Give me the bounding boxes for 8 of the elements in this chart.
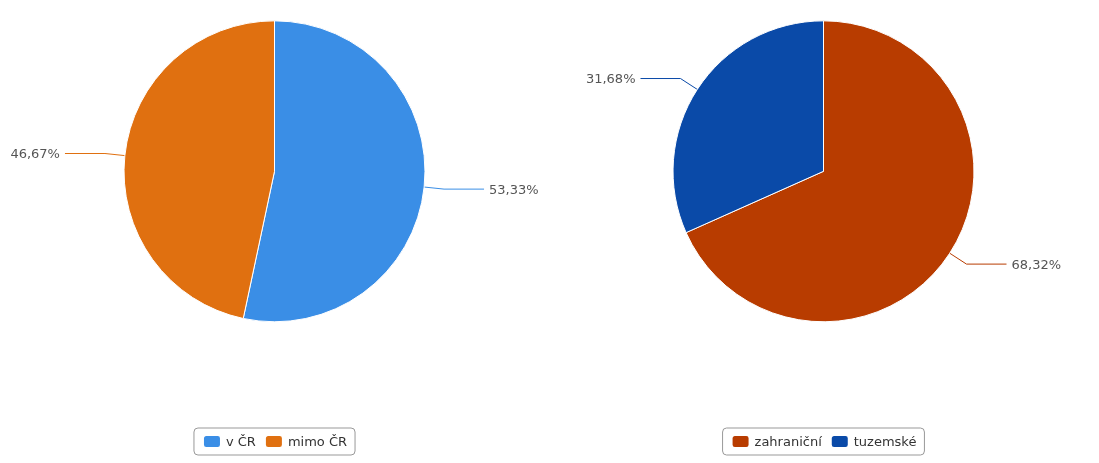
- legend-label: mimo ČR: [287, 434, 348, 449]
- legend-label: v ČR: [225, 434, 256, 449]
- data-label: 68,32%: [1011, 256, 1062, 272]
- legend-label: zahraniční: [754, 434, 823, 449]
- data-label: 46,67%: [10, 146, 60, 162]
- data-label: 53,33%: [489, 181, 539, 197]
- data-label: 31,68%: [585, 71, 636, 87]
- legend-label: tuzemské: [853, 434, 917, 449]
